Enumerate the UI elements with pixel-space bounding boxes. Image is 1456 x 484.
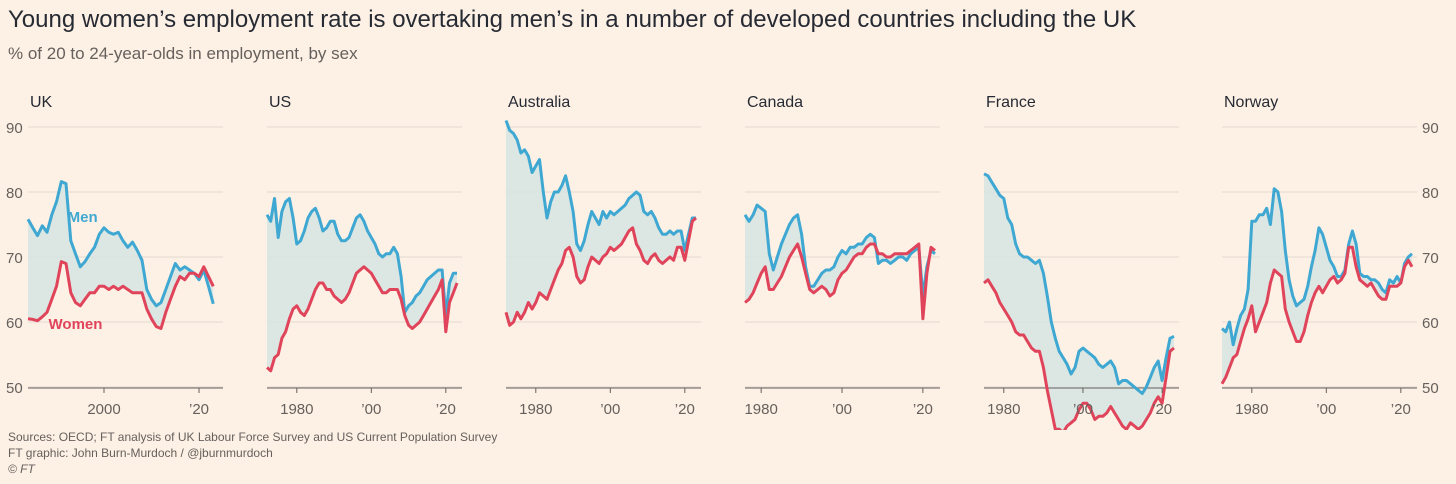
graphic-credit: FT graphic: John Burn-Murdoch / @jburnmu… [8,446,273,460]
y-tick-label: 60 [6,315,23,332]
men-series-line [504,119,696,252]
x-tick-label: ’00 [832,401,852,418]
women-series-line [27,260,215,330]
panel-uk: UK 50 60 70 80 90 2000 ’20 Men Women [6,94,223,418]
x-tick-label: ’00 [361,401,381,418]
x-tick-label: 1980 [1235,401,1268,418]
x-tick-label: ’00 [1316,401,1336,418]
men-series-line [265,197,457,317]
y-tick-label: 70 [1422,250,1439,267]
panel-canada: Canada 1980 ’00 ’20 [743,94,940,418]
panel-title: Canada [747,94,803,111]
x-tick-label: 2000 [87,401,120,418]
chart-title: Young women’s employment rate is overtak… [8,6,1137,33]
x-tick-label: ’20 [189,401,209,418]
gap-area [745,205,935,319]
panel-title: Norway [1224,94,1278,111]
panel-title: Australia [508,94,570,111]
y-tick-label: 50 [6,380,23,397]
panel-title: UK [30,94,53,111]
panel-australia: Australia 1980 ’00 ’20 [504,94,701,418]
women-label: Women [49,316,103,333]
panel-us: US 1980 ’00 ’20 [265,94,462,418]
panel-norway: Norway 50 60 70 80 90 1980 ’00 ’20 [1220,94,1439,418]
x-tick-label: ’20 [675,401,695,418]
gap-area [267,198,457,371]
x-tick-label: 1980 [987,401,1020,418]
y-tick-label: 60 [1422,315,1439,332]
women-series-line [983,278,1175,430]
panel-france: France 1980 ’00 ’20 [983,94,1179,430]
women-series-line [744,242,936,321]
men-label: Men [68,209,98,226]
copyright-note: © FT [8,462,35,476]
y-tick-label: 50 [1422,380,1439,397]
x-tick-label: ’20 [1391,401,1411,418]
x-tick-label: 1980 [280,401,313,418]
x-tick-label: ’00 [600,401,620,418]
women-series-line [266,265,459,373]
y-tick-label: 80 [1422,185,1439,202]
gap-area [984,173,1174,430]
gap-area [1222,188,1412,384]
panel-title: France [986,94,1036,111]
small-multiples-chart: UK50607080902000’20MenWomenUS1980’00’20A… [6,94,1439,430]
x-tick-label: 1980 [519,401,552,418]
gap-area [28,181,214,329]
chart-subtitle: % of 20 to 24-year-olds in employment, b… [8,44,358,63]
x-tick-label: 1980 [744,401,777,418]
women-series-line [1220,245,1414,385]
x-tick-label: ’20 [1152,401,1172,418]
x-tick-label: ’20 [436,401,456,418]
men-series-line [743,203,936,298]
men-series-line [1221,187,1413,347]
men-series-line [26,180,215,308]
y-tick-label: 90 [6,120,23,137]
x-tick-label: ’20 [913,401,933,418]
men-series-line [983,172,1175,395]
panel-title: US [269,94,291,111]
y-tick-label: 90 [1422,120,1439,137]
y-tick-label: 70 [6,250,23,267]
source-note: Sources: OECD; FT analysis of UK Labour … [8,430,498,444]
x-tick-label: ’00 [1073,401,1093,418]
women-series-line [504,216,697,327]
y-tick-label: 80 [6,185,23,202]
